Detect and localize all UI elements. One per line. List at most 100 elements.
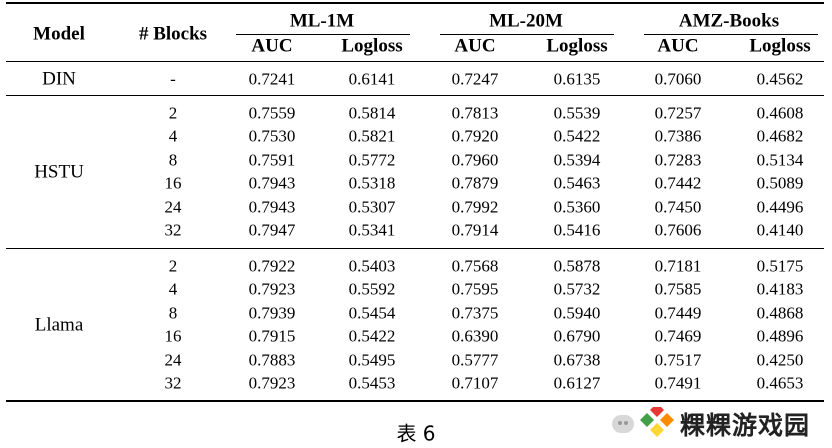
metric-cell: 0.7442 — [654, 173, 702, 193]
model-name: DIN — [42, 68, 76, 90]
metric-cell: 0.5940 — [553, 303, 601, 323]
metric-cell: 0.7915 — [248, 326, 296, 346]
blocks-cell: 4 — [168, 279, 178, 299]
metric-header: Logloss — [546, 35, 608, 57]
metric-cell: 0.7449 — [654, 303, 702, 323]
logo-diamond — [650, 407, 664, 417]
header-bottom-rule — [6, 61, 824, 62]
metric-cell: 0.5463 — [553, 173, 601, 193]
col-header-model: Model — [33, 23, 85, 45]
metric-cell: 0.7922 — [248, 256, 296, 276]
blocks-cell: 24 — [164, 197, 182, 217]
metric-header: AUC — [657, 35, 699, 57]
metric-header: Logloss — [341, 35, 403, 57]
metric-cell: 0.7947 — [248, 220, 296, 240]
metric-cell: 0.7813 — [451, 103, 499, 123]
metric-cell: 0.4183 — [756, 279, 804, 299]
metric-cell: 0.7469 — [654, 326, 702, 346]
section-divider — [6, 248, 824, 249]
metric-cell: 0.6790 — [553, 326, 601, 346]
metric-cell: 0.5089 — [756, 173, 804, 193]
metric-cell: 0.7060 — [654, 69, 702, 89]
metric-cell: 0.6135 — [553, 69, 601, 89]
metric-cell: 0.4653 — [756, 373, 804, 393]
metric-cell: 0.5416 — [553, 220, 601, 240]
metric-cell: 0.5592 — [348, 279, 396, 299]
blocks-cell: 32 — [164, 220, 182, 240]
metric-cell: 0.6738 — [553, 350, 601, 370]
blocks-cell: 24 — [164, 350, 182, 370]
dataset-group-header: ML-20M — [489, 10, 563, 32]
metric-cell: 0.5394 — [553, 150, 601, 170]
table-caption: 表 6 — [396, 421, 436, 446]
blocks-cell: 2 — [168, 103, 178, 123]
table-top-rule — [6, 2, 824, 4]
wechat-icon — [612, 415, 634, 433]
logo-diamond — [650, 423, 664, 437]
metric-cell: 0.7181 — [654, 256, 702, 276]
metric-cell: 0.4250 — [756, 350, 804, 370]
metric-cell: 0.5539 — [553, 103, 601, 123]
metric-cell: 0.7920 — [451, 126, 499, 146]
metric-cell: 0.4562 — [756, 69, 804, 89]
watermark: 粿粿游戏园 — [612, 402, 824, 446]
metric-cell: 0.7960 — [451, 150, 499, 170]
metric-cell: 0.7241 — [248, 69, 296, 89]
metric-cell: 0.5878 — [553, 256, 601, 276]
blocks-cell: 8 — [168, 150, 178, 170]
metric-cell: 0.7606 — [654, 220, 702, 240]
metric-cell: 0.7939 — [248, 303, 296, 323]
blocks-cell: 4 — [168, 126, 178, 146]
metric-cell: 0.5453 — [348, 373, 396, 393]
metric-cell: 0.7568 — [451, 256, 499, 276]
dataset-group-header: AMZ-Books — [678, 10, 780, 32]
metric-cell: 0.7386 — [654, 126, 702, 146]
watermark-text: 粿粿游戏园 — [680, 411, 811, 440]
logo-diamond — [660, 413, 674, 427]
metric-cell: 0.5134 — [756, 150, 804, 170]
metric-cell: 0.5422 — [348, 326, 396, 346]
metric-cell: 0.7450 — [654, 197, 702, 217]
metric-cell: 0.7943 — [248, 173, 296, 193]
metric-cell: 0.7585 — [654, 279, 702, 299]
metric-cell: 0.5772 — [348, 150, 396, 170]
metric-cell: 0.7559 — [248, 103, 296, 123]
logo-diamond — [640, 413, 654, 427]
metric-cell: 0.6127 — [553, 373, 601, 393]
metric-header: Logloss — [749, 35, 811, 57]
metric-cell: 0.5732 — [553, 279, 601, 299]
metric-cell: 0.7992 — [451, 197, 499, 217]
blocks-cell: 16 — [164, 326, 182, 346]
metric-cell: 0.6390 — [451, 326, 499, 346]
metric-cell: 0.7517 — [654, 350, 702, 370]
metric-cell: 0.5814 — [348, 103, 396, 123]
metric-cell: 0.7375 — [451, 303, 499, 323]
metric-cell: 0.5318 — [348, 173, 396, 193]
metric-cell: 0.5777 — [451, 350, 499, 370]
metric-cell: 0.7923 — [248, 373, 296, 393]
metric-cell: 0.5360 — [553, 197, 601, 217]
metric-cell: 0.6141 — [348, 69, 396, 89]
metric-cell: 0.7591 — [248, 150, 296, 170]
blocks-cell: 8 — [168, 303, 178, 323]
metric-cell: 0.4896 — [756, 326, 804, 346]
metric-header: AUC — [251, 35, 293, 57]
metric-cell: 0.7107 — [451, 373, 499, 393]
metric-cell: 0.4868 — [756, 303, 804, 323]
blocks-cell: 2 — [168, 256, 178, 276]
metric-cell: 0.5495 — [348, 350, 396, 370]
metric-cell: 0.5821 — [348, 126, 396, 146]
site-logo-icon — [640, 407, 674, 437]
metric-cell: 0.5422 — [553, 126, 601, 146]
table-bottom-rule — [6, 400, 824, 402]
model-name: Llama — [34, 314, 84, 335]
metric-header: AUC — [454, 35, 496, 57]
metric-cell: 0.4140 — [756, 220, 804, 240]
metric-cell: 0.7883 — [248, 350, 296, 370]
blocks-cell: 16 — [164, 173, 182, 193]
metric-cell: 0.4608 — [756, 103, 804, 123]
metric-cell: 0.7943 — [248, 197, 296, 217]
metric-cell: 0.7914 — [451, 220, 499, 240]
metric-cell: 0.4682 — [756, 126, 804, 146]
model-name: HSTU — [34, 161, 84, 182]
